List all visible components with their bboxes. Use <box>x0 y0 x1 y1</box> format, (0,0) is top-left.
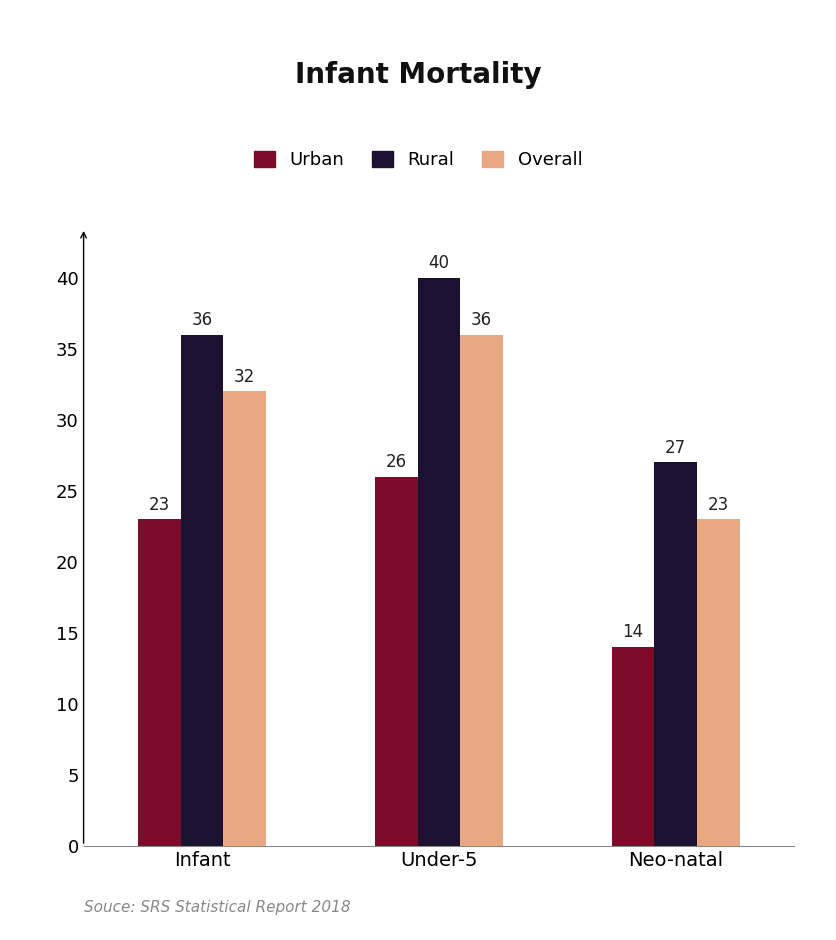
Bar <box>375 477 418 846</box>
Text: 26: 26 <box>385 453 407 471</box>
Bar <box>138 519 181 846</box>
Bar <box>181 335 223 846</box>
Text: Souce: SRS Statistical Report 2018: Souce: SRS Statistical Report 2018 <box>84 900 350 915</box>
Text: 23: 23 <box>708 495 729 513</box>
Legend: Urban, Rural, Overall: Urban, Rural, Overall <box>248 146 588 175</box>
Text: 40: 40 <box>428 254 450 273</box>
Bar <box>417 278 460 846</box>
Bar <box>655 462 697 846</box>
Bar <box>223 391 266 846</box>
Text: 36: 36 <box>191 311 212 329</box>
Text: 32: 32 <box>234 368 255 385</box>
Text: 27: 27 <box>665 439 686 457</box>
Bar <box>460 335 502 846</box>
Text: 36: 36 <box>471 311 492 329</box>
Bar <box>612 647 655 846</box>
Text: 14: 14 <box>623 623 644 641</box>
Text: 23: 23 <box>149 495 170 513</box>
Bar <box>697 519 740 846</box>
Text: Infant Mortality: Infant Mortality <box>294 61 542 89</box>
